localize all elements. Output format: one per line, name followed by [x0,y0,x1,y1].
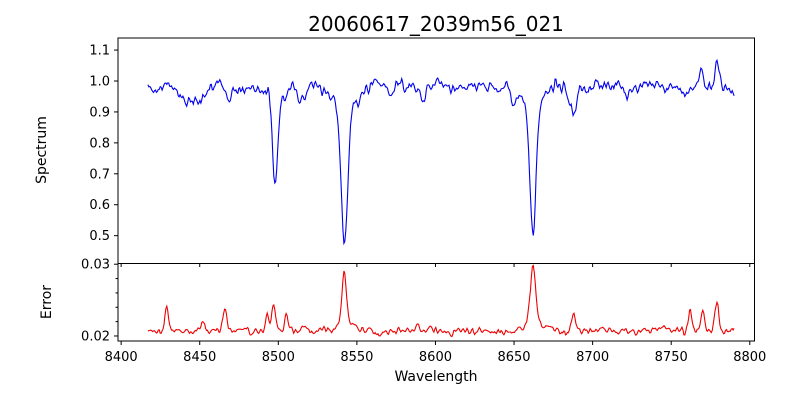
error-plot-box [117,263,755,342]
y-tick-label: 0.5 [89,229,110,244]
y-axis-label-error: Error [39,285,55,319]
x-tick-label: 8450 [183,350,216,365]
error-line [147,264,735,338]
chart-title: 20060617_2039m56_021 [308,12,564,36]
y-tick-label: 0.03 [81,258,110,273]
x-tick-label: 8550 [340,350,373,365]
x-tick-label: 8650 [497,350,530,365]
y-tick-label: 0.7 [89,167,110,182]
x-axis-label: Wavelength [394,369,477,385]
y-tick-label: 1.0 [89,74,110,89]
y-axis-label-spectrum: Spectrum [34,116,50,184]
x-tick-label: 8400 [105,350,138,365]
y-tick-label: 0.9 [89,105,110,120]
y-tick-label: 0.8 [89,136,110,151]
spectrum-plot-box [117,37,755,264]
plot-area: 8400 8450 8500 8550 8600 8650 8700 8750 8800 1.1 1… [81,37,766,365]
x-tick-label: 8700 [576,350,609,365]
y-tick-label: 0.02 [81,329,110,344]
spectrum-line [147,58,735,246]
x-tick-label: 8600 [419,350,452,365]
x-tick-label: 8750 [655,350,688,365]
x-tick-label: 8500 [262,350,295,365]
y-tick-label: 1.1 [89,44,110,59]
x-tick-label: 8800 [733,350,766,365]
y-tick-label: 0.6 [89,198,110,213]
